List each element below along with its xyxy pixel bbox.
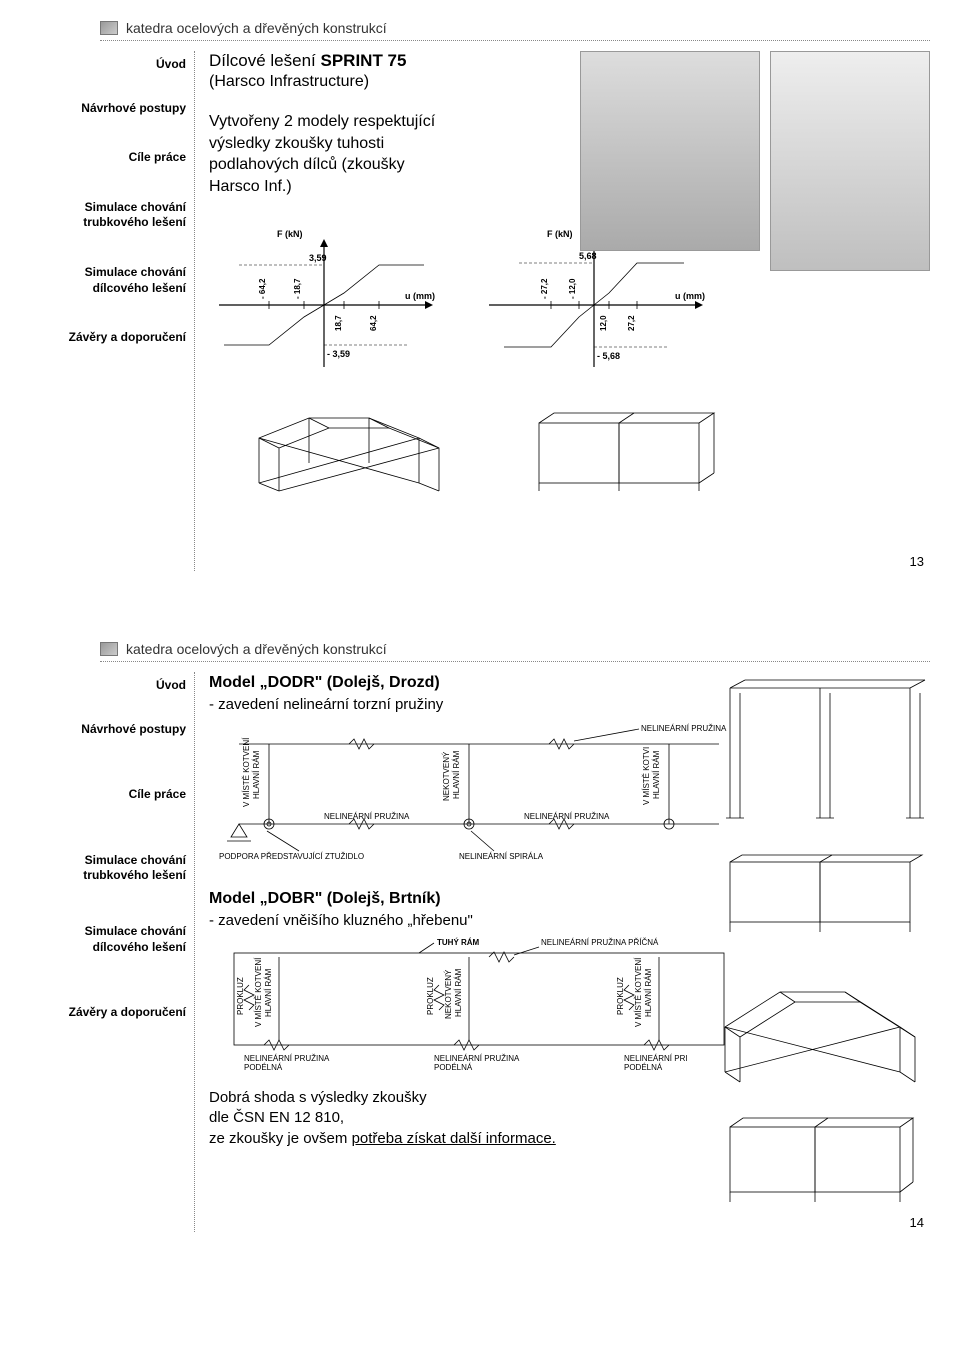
s2-lca: HLAVNÍ RÁM <box>264 968 273 1017</box>
c1-xpf: 64,2 <box>369 315 378 331</box>
c1-ypos: 3,59 <box>309 253 327 263</box>
nav-sim-dil: Simulace chování dílcového lešení <box>30 265 186 296</box>
photo-row <box>580 51 930 271</box>
slide-body: Úvod Návrhové postupy Cíle práce Simulac… <box>30 51 930 571</box>
slide-13: katedra ocelových a dřevěných konstrukcí… <box>0 0 960 591</box>
nav2-zavery: Závěry a doporučení <box>30 1005 186 1021</box>
page-number-2: 14 <box>910 1215 924 1230</box>
s2-ba2: NELINEÁRNÍ PRUŽINA <box>434 1054 520 1063</box>
department-logo-icon-2 <box>100 642 118 656</box>
slide-header: katedra ocelových a dřevěných konstrukcí <box>100 20 930 41</box>
c1-xpn: 18,7 <box>334 315 343 331</box>
c2-xnn: - 12,0 <box>568 278 577 299</box>
nav2-sim-dil: Simulace chování dílcového lešení <box>30 924 186 955</box>
scheme-dodr: NELINEÁRNÍ PRUŽINA HLAVNÍ RÁM V MÍSTĚ KO… <box>209 719 749 869</box>
side-wire-3 <box>710 972 940 1102</box>
title-text-b: SPRINT 75 <box>321 51 407 70</box>
s2-rcb: V MÍSTĚ KOTVENÍ <box>634 957 643 1027</box>
footer-d: potřeba získat další informace. <box>352 1130 556 1147</box>
c2-ylabel: F (kN) <box>547 229 573 239</box>
slide-header-2: katedra ocelových a dřevěných konstrukcí <box>100 641 930 662</box>
s1-br: NELINEÁRNÍ SPIRÁLA <box>459 852 544 861</box>
c2-xpf: 27,2 <box>627 315 636 331</box>
department-title: katedra ocelových a dřevěných konstrukcí <box>126 20 387 36</box>
nav2-uvod: Úvod <box>30 678 186 694</box>
slide-content-2: Model „DODR" (Dolejš, Drozd) - zavedení … <box>195 672 930 1232</box>
c2-xnf: - 27,2 <box>540 278 549 299</box>
footer-c: ze zkoušky je ovšem <box>209 1130 352 1147</box>
department-title-2: katedra ocelových a dřevěných konstrukcí <box>126 641 387 657</box>
nav-cile: Cíle práce <box>30 150 186 166</box>
s2-rca: HLAVNÍ RÁM <box>644 968 653 1017</box>
page-number: 13 <box>910 554 924 569</box>
side-wire-4 <box>710 1102 940 1217</box>
s2-mca: HLAVNÍ RÁM <box>454 968 463 1017</box>
c1-xlabel: u (mm) <box>405 291 435 301</box>
nav2-cile: Cíle práce <box>30 787 186 803</box>
s2-topr1: NELINEÁRNÍ PRUŽINA PŘÍČNÁ <box>541 938 659 947</box>
s1-mid1: NELINEÁRNÍ PRUŽINA <box>324 812 410 821</box>
scheme-dobr: TUHÝ RÁM NELINEÁRNÍ PRUŽINA PŘÍČNÁ PROKL… <box>209 935 749 1075</box>
side-wire-1 <box>710 668 940 838</box>
side-wire-2 <box>710 847 940 942</box>
s2-top: TUHÝ RÁM <box>437 938 480 947</box>
nav2-sim-trub: Simulace chování trubkového lešení <box>30 853 186 884</box>
c1-xnn: - 18,7 <box>293 278 302 299</box>
s1-lca: HLAVNÍ RÁM <box>252 750 261 799</box>
model1-title-text: Model „DODR" (Dolejš, Drozd) <box>209 674 440 691</box>
s1-mcb: NEKOTVENÝ <box>442 751 451 801</box>
wireframe-diag-2 <box>519 393 739 503</box>
s2-bb2: PODÉLNÁ <box>434 1063 473 1072</box>
s1-lcb: V MÍSTĚ KOTVENÍ <box>242 737 251 807</box>
c2-yneg: - 5,68 <box>597 351 620 361</box>
nav-uvod: Úvod <box>30 57 186 73</box>
model2-title-text: Model „DOBR" (Dolejš, Brtník) <box>209 890 441 907</box>
nav2-navrhove: Návrhové postupy <box>30 722 186 738</box>
c1-xnf: - 64,2 <box>258 278 267 299</box>
c2-xpn: 12,0 <box>599 315 608 331</box>
sidebar-nav: Úvod Návrhové postupy Cíle práce Simulac… <box>30 51 195 571</box>
c1-ylabel: F (kN) <box>277 229 303 239</box>
s2-side3: PROKLUZ <box>616 977 625 1015</box>
s2-side2: PROKLUZ <box>426 977 435 1015</box>
s1-rca: HLAVNÍ RÁM <box>652 750 661 799</box>
nav-zavery: Závěry a doporučení <box>30 330 186 346</box>
s2-bb3: PODÉLNÁ <box>624 1063 663 1072</box>
s1-mid2: NELINEÁRNÍ PRUŽINA <box>524 812 610 821</box>
s2-side1: PROKLUZ <box>236 977 245 1015</box>
s2-lcb: V MÍSTĚ KOTVENÍ <box>254 957 263 1027</box>
c1-yneg: - 3,59 <box>327 349 350 359</box>
hysteresis-chart-1: F (kN) u (mm) 3 <box>209 225 439 385</box>
footer-b: dle ČSN EN 12 810, <box>209 1109 344 1126</box>
s1-rcb: V MÍSTĚ KOTVI <box>642 747 651 805</box>
sidebar-nav-2: Úvod Návrhové postupy Cíle práce Simulac… <box>30 672 195 1232</box>
s2-mcb: NEKOTVENÝ <box>444 969 453 1019</box>
footer-a: Dobrá shoda s výsledky zkoušky <box>209 1089 427 1106</box>
photo-scaffold-section <box>770 51 930 271</box>
slide-14: katedra ocelových a dřevěných konstrukcí… <box>0 621 960 1262</box>
s2-ba3: NELINEÁRNÍ PRI <box>624 1054 688 1063</box>
title-text-a: Dílcové lešení <box>209 51 321 70</box>
s1-mca: HLAVNÍ RÁM <box>452 750 461 799</box>
description-paragraph: Vytvořeny 2 modely respektující výsledky… <box>209 111 439 197</box>
nav-navrhove: Návrhové postupy <box>30 101 186 117</box>
wireframe-row <box>209 393 930 503</box>
photo-deck-closeup <box>580 51 760 251</box>
s2-bb1: PODÉLNÁ <box>244 1063 283 1072</box>
s1-bl: PODPORA PŘEDSTAVUJÍCÍ ZTUŽIDLO <box>219 852 364 861</box>
nav-sim-trub: Simulace chování trubkového lešení <box>30 200 186 231</box>
slide-body-2: Úvod Návrhové postupy Cíle práce Simulac… <box>30 672 930 1232</box>
department-logo-icon <box>100 21 118 35</box>
slide-content: Dílcové lešení SPRINT 75 (Harsco Infrast… <box>195 51 930 571</box>
s2-ba1: NELINEÁRNÍ PRUŽINA <box>244 1054 330 1063</box>
wireframe-diag-1 <box>239 393 459 503</box>
c2-xlabel: u (mm) <box>675 291 705 301</box>
